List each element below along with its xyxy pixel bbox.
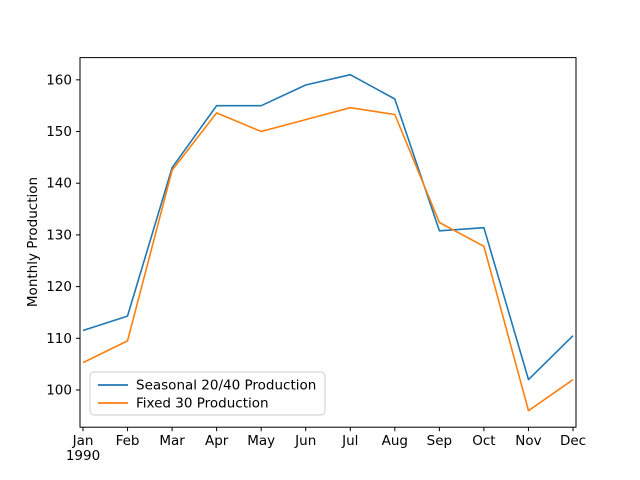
x-tick-label: Mar — [159, 433, 185, 449]
x-tick-label: Apr — [205, 433, 229, 449]
x-tick-label: May — [247, 433, 275, 449]
y-tick-label: 140 — [46, 176, 72, 192]
legend-label-seasonal-20-40-production: Seasonal 20/40 Production — [136, 378, 316, 394]
legend — [89, 371, 326, 416]
series-line-seasonal-20-40-production — [82, 73, 574, 381]
y-tick-label: 150 — [46, 124, 72, 140]
x-tick-label: Jan — [72, 433, 94, 449]
x-year-label: 1990 — [66, 448, 100, 464]
plot-frame — [79, 57, 577, 428]
x-tick-label: Jun — [294, 433, 316, 449]
x-tick-label: Sep — [427, 433, 452, 449]
x-tick-label: Nov — [515, 433, 541, 449]
y-tick-label: 120 — [46, 279, 72, 295]
x-tick-label: Feb — [116, 433, 140, 449]
y-tick-label: 130 — [46, 227, 72, 243]
x-tick-label: Oct — [472, 433, 495, 449]
y-tick-label: 160 — [46, 72, 72, 88]
x-tick-label: Jul — [341, 433, 358, 449]
y-tick-label: 100 — [46, 382, 72, 398]
series-line-fixed-30-production — [82, 106, 574, 412]
x-tick-label: Aug — [382, 433, 408, 449]
legend-label-fixed-30-production: Fixed 30 Production — [136, 396, 269, 412]
y-tick-label: 110 — [46, 331, 72, 347]
x-tick-label: Dec — [560, 433, 586, 449]
